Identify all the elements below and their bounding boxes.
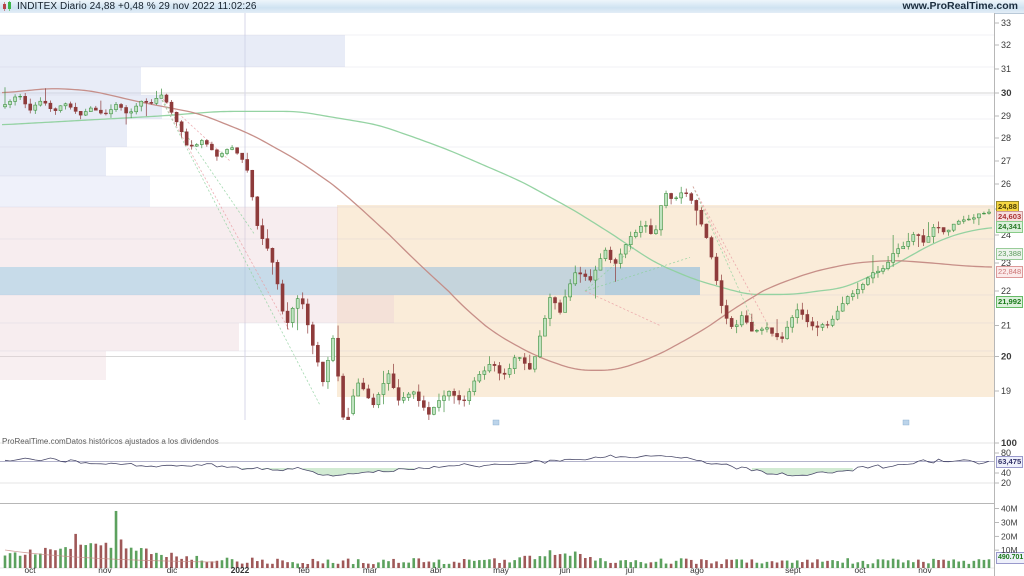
svg-text:dic: dic xyxy=(167,565,178,575)
svg-text:22: 22 xyxy=(1001,286,1011,296)
svg-text:29: 29 xyxy=(1001,111,1011,121)
svg-text:27: 27 xyxy=(1001,156,1011,166)
svg-text:abr: abr xyxy=(430,565,442,575)
svg-text:31: 31 xyxy=(1001,64,1011,74)
svg-text:may: may xyxy=(493,565,510,575)
svg-text:feb: feb xyxy=(298,565,310,575)
svg-text:20M: 20M xyxy=(1001,531,1018,541)
svg-text:32: 32 xyxy=(1001,40,1011,50)
svg-text:oct: oct xyxy=(854,565,866,575)
svg-text:20: 20 xyxy=(1001,478,1011,488)
svg-text:28: 28 xyxy=(1001,133,1011,143)
svg-text:jun: jun xyxy=(558,565,570,575)
svg-text:21: 21 xyxy=(1001,321,1011,331)
svg-text:26: 26 xyxy=(1001,179,1011,189)
svg-text:30M: 30M xyxy=(1001,517,1018,527)
svg-text:2022: 2022 xyxy=(231,565,250,575)
svg-text:jul: jul xyxy=(625,565,634,575)
svg-text:20: 20 xyxy=(1001,352,1012,363)
svg-text:30: 30 xyxy=(1001,88,1012,99)
svg-text:oct: oct xyxy=(24,565,36,575)
svg-text:nov: nov xyxy=(98,565,112,575)
svg-text:ago: ago xyxy=(690,565,704,575)
svg-text:mar: mar xyxy=(363,565,378,575)
svg-text:10M: 10M xyxy=(1001,545,1018,555)
svg-text:40M: 40M xyxy=(1001,504,1018,514)
svg-text:19: 19 xyxy=(1001,386,1011,396)
svg-text:nov: nov xyxy=(918,565,932,575)
svg-text:40: 40 xyxy=(1001,468,1011,478)
svg-text:33: 33 xyxy=(1001,18,1011,28)
svg-text:sept: sept xyxy=(785,565,801,575)
